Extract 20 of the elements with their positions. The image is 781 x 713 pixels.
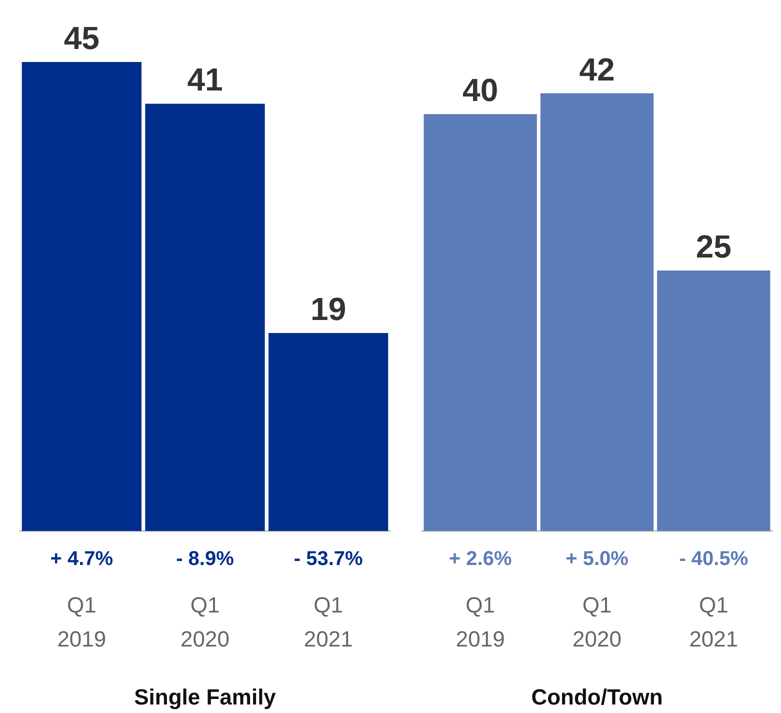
x-axis-title: Single Family (134, 684, 277, 710)
text: + 5.0% (566, 548, 629, 570)
text: - 53.7% (294, 548, 364, 570)
x-tick-label: Q1 2021 (689, 592, 738, 652)
data-label: 19 (310, 290, 346, 327)
x-tick-label: Q1 2020 (180, 592, 230, 652)
data-label: 42 (579, 51, 615, 88)
data-label: 25 (696, 228, 732, 264)
text: + 4.7% (50, 548, 114, 570)
text: - 40.5% (679, 548, 748, 570)
data-label: 40 (462, 72, 498, 108)
text: + 2.6% (448, 548, 512, 570)
x-tick-label: Q1 2019 (57, 592, 106, 652)
data-label: 45 (64, 20, 100, 56)
x-axis-title: Condo/Town (531, 684, 663, 710)
x-tick-label: Q1 2021 (304, 592, 353, 652)
text: - 8.9% (176, 548, 234, 570)
x-tick-label: Q1 2019 (456, 592, 505, 652)
data-label: 41 (187, 62, 223, 98)
x-tick-label: Q1 2020 (572, 592, 622, 652)
